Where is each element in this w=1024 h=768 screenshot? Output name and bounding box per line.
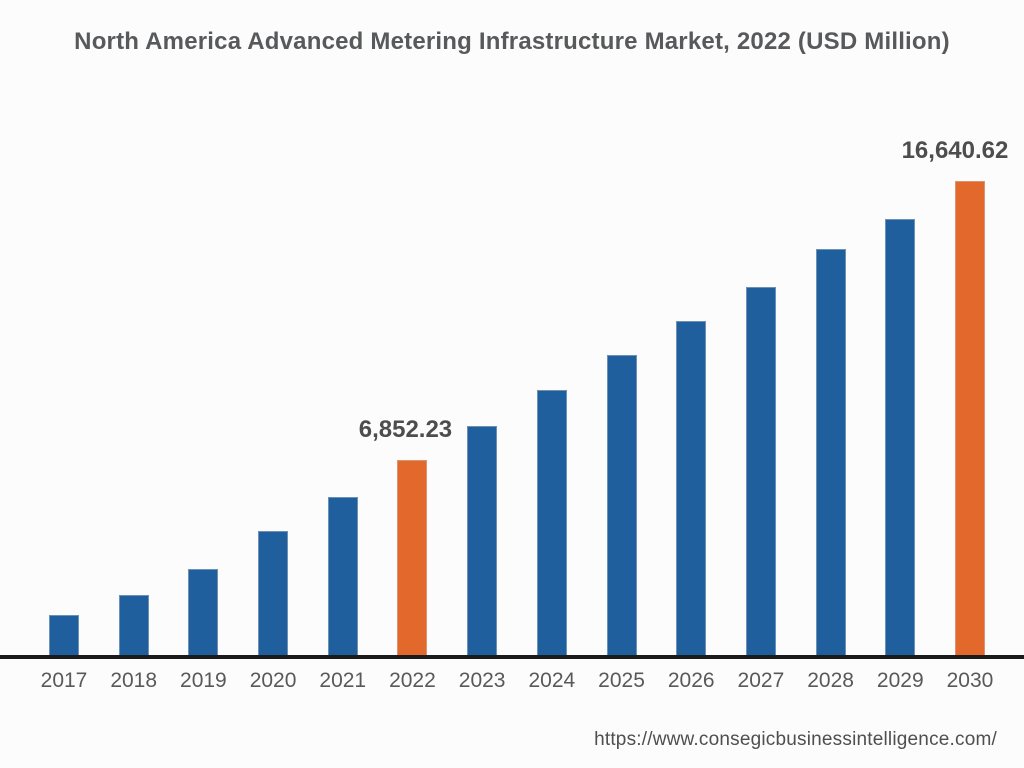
x-tick-label-2029: 2029 <box>876 669 924 692</box>
bar-2020 <box>258 531 289 655</box>
x-tick-label-2025: 2025 <box>598 669 645 692</box>
value-label-2030: 16,640.62 <box>901 137 1009 164</box>
bar-2028 <box>815 249 846 655</box>
value-label-2022: 6,852.23 <box>358 416 453 443</box>
bar-2024 <box>536 390 567 655</box>
x-tick-label-2024: 2024 <box>528 669 576 692</box>
bar-2027 <box>745 287 776 655</box>
bar-2030 <box>954 181 985 655</box>
x-tick-label-2018: 2018 <box>110 669 158 692</box>
bar-2026 <box>676 321 707 655</box>
bar-2021 <box>327 497 358 655</box>
bar-2017 <box>49 615 79 655</box>
bar-2018 <box>118 595 149 655</box>
bar-2019 <box>188 569 219 655</box>
bar-2025 <box>606 355 637 655</box>
chart-title: North America Advanced Metering Infrastr… <box>74 28 950 55</box>
x-tick-label-2021: 2021 <box>319 669 367 692</box>
bar-2029 <box>885 219 916 655</box>
x-tick-label-2017: 2017 <box>40 669 88 692</box>
x-tick-label-2023: 2023 <box>458 669 506 692</box>
source-url: https://www.consegicbusinessintelligence… <box>594 729 997 750</box>
x-tick-label-2022: 2022 <box>389 669 436 692</box>
x-tick-label-2019: 2019 <box>180 669 227 692</box>
bar-2023 <box>467 426 498 655</box>
bar-2022 <box>397 460 428 655</box>
x-tick-label-2027: 2027 <box>737 669 785 692</box>
x-axis-line <box>0 655 1024 659</box>
x-tick-label-2026: 2026 <box>667 669 715 692</box>
x-tick-label-2020: 2020 <box>249 669 297 692</box>
x-tick-label-2030: 2030 <box>946 669 994 692</box>
x-tick-label-2028: 2028 <box>807 669 854 692</box>
